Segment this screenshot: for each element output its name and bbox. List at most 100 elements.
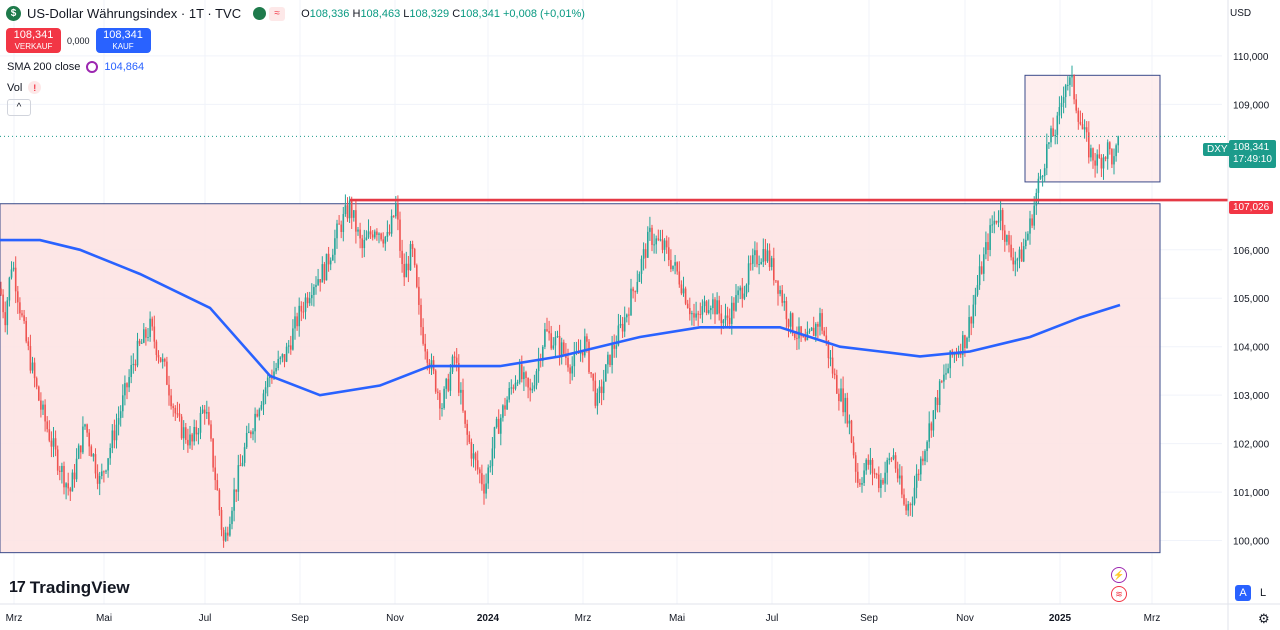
candle-body bbox=[760, 261, 762, 264]
candle-body bbox=[336, 223, 338, 239]
candle-body bbox=[416, 265, 418, 287]
candle-body bbox=[1048, 142, 1050, 145]
candle-body bbox=[315, 284, 317, 288]
candle-body bbox=[90, 446, 93, 457]
warning-icon[interactable]: ! bbox=[28, 81, 42, 94]
candle-body bbox=[98, 476, 101, 484]
candle-body bbox=[783, 301, 786, 303]
x-tick-label: Mai bbox=[96, 613, 112, 624]
candle-body bbox=[812, 327, 815, 336]
candle-body bbox=[758, 263, 760, 265]
us-flag-icon[interactable]: ≋ bbox=[1111, 586, 1127, 602]
log-scale-button[interactable]: L bbox=[1259, 587, 1267, 599]
candle-body bbox=[193, 426, 195, 442]
candle-body bbox=[153, 326, 156, 342]
candle-body bbox=[224, 532, 227, 541]
candle-body bbox=[159, 357, 162, 362]
candle-body bbox=[439, 392, 441, 409]
high-label: H bbox=[352, 7, 361, 20]
candle-body bbox=[470, 442, 473, 459]
flash-icon[interactable]: ⚡ bbox=[1111, 567, 1127, 583]
candle-body bbox=[938, 381, 941, 405]
candle-body bbox=[1052, 128, 1054, 137]
candle-body bbox=[989, 225, 991, 250]
candle-body bbox=[926, 441, 928, 452]
candle-body bbox=[878, 474, 880, 489]
candle-body bbox=[548, 330, 550, 334]
low-label: L bbox=[403, 7, 410, 20]
candle-body bbox=[344, 205, 347, 215]
candle-body bbox=[1056, 115, 1059, 135]
auto-scale-button[interactable]: A bbox=[1235, 585, 1251, 601]
candle-body bbox=[1083, 127, 1086, 130]
candle-body bbox=[670, 260, 672, 270]
refresh-icon[interactable] bbox=[86, 61, 99, 73]
candle-body bbox=[928, 423, 930, 442]
candle-body bbox=[203, 409, 206, 414]
candle-body bbox=[434, 370, 437, 392]
candle-body bbox=[497, 418, 500, 434]
candle-body bbox=[827, 340, 830, 359]
candle-body bbox=[558, 336, 561, 355]
candle-body bbox=[285, 346, 288, 362]
candle-body bbox=[1088, 132, 1090, 158]
candle-body bbox=[592, 373, 594, 381]
candle-body bbox=[54, 438, 57, 450]
x-tick-label: Jul bbox=[766, 613, 779, 624]
candle-body bbox=[718, 300, 720, 314]
candle-body bbox=[1031, 218, 1033, 226]
sma-legend[interactable]: SMA 200 close 104,864 bbox=[7, 61, 144, 73]
x-tick-label: Mrz bbox=[6, 613, 23, 624]
x-tick-label: Nov bbox=[386, 613, 404, 624]
candle-body bbox=[871, 459, 874, 474]
symbol-title[interactable]: US-Dollar Währungsindex · 1T · TVC bbox=[27, 6, 242, 21]
gear-icon[interactable]: ⚙ bbox=[1258, 611, 1270, 626]
candle-body bbox=[294, 316, 296, 329]
candle-body bbox=[537, 358, 540, 372]
candle-body bbox=[756, 250, 758, 265]
candle-body bbox=[390, 215, 393, 234]
sma-value: 104,864 bbox=[104, 61, 145, 73]
data-delay-icon[interactable]: ≈ bbox=[269, 6, 286, 21]
candle-body bbox=[584, 336, 586, 356]
candle-body bbox=[607, 354, 609, 365]
y-tick-label: 106,000 bbox=[1233, 246, 1270, 257]
candle-body bbox=[886, 460, 888, 473]
candle-body bbox=[525, 372, 527, 379]
candle-body bbox=[485, 483, 487, 494]
candle-body bbox=[380, 233, 382, 240]
collapse-legend-button[interactable]: ^ bbox=[7, 99, 31, 116]
candle-body bbox=[542, 346, 544, 361]
candle-body bbox=[588, 341, 590, 373]
candle-body bbox=[586, 336, 588, 342]
candle-body bbox=[241, 462, 244, 466]
candle-body bbox=[720, 313, 723, 324]
candle-body bbox=[1075, 99, 1077, 111]
candle-body bbox=[77, 445, 80, 459]
x-tick-label: Sep bbox=[291, 613, 309, 624]
candle-body bbox=[411, 244, 414, 249]
candle-body bbox=[762, 249, 765, 262]
candle-body bbox=[966, 337, 968, 349]
candle-body bbox=[840, 388, 842, 402]
candle-body bbox=[313, 287, 315, 295]
candle-body bbox=[191, 434, 193, 442]
candle-body bbox=[449, 371, 452, 391]
sell-button[interactable]: 108,341 VERKAUF bbox=[6, 28, 61, 53]
candle-body bbox=[785, 301, 788, 320]
candle-body bbox=[991, 224, 993, 226]
volume-legend[interactable]: Vol ! bbox=[7, 81, 42, 94]
currency-selector[interactable]: USD bbox=[1230, 8, 1252, 19]
candle-body bbox=[164, 358, 166, 362]
candle-body bbox=[281, 354, 284, 358]
candle-body bbox=[298, 305, 300, 327]
candle-body bbox=[560, 342, 563, 355]
candle-body bbox=[802, 336, 804, 338]
candle-body bbox=[500, 417, 502, 434]
candle-body bbox=[617, 325, 620, 346]
candle-body bbox=[1039, 176, 1042, 179]
candle-body bbox=[27, 341, 30, 346]
buy-button[interactable]: 108,341 KAUF bbox=[95, 28, 151, 53]
candle-body bbox=[405, 263, 408, 278]
